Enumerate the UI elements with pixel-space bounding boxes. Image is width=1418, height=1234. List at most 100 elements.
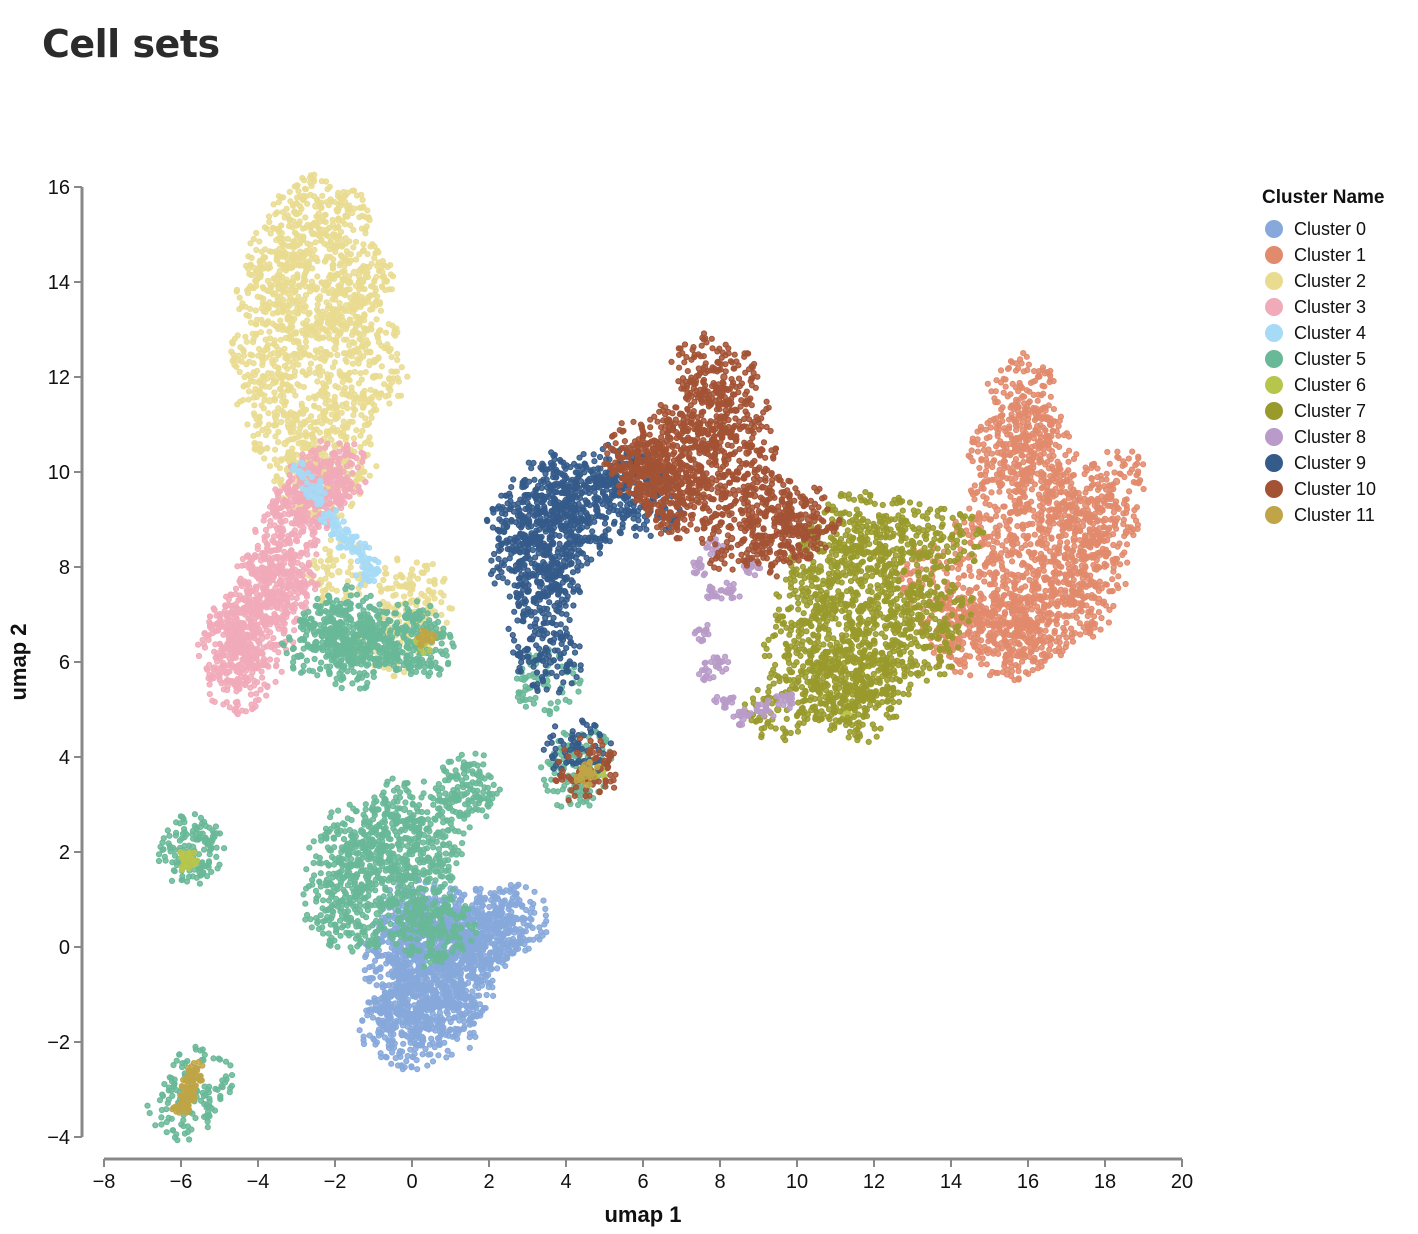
cluster-2-point — [343, 358, 350, 365]
cluster-1-point — [1014, 540, 1021, 547]
cluster-1-point — [1023, 423, 1030, 430]
cluster-1-point — [1012, 662, 1020, 669]
cluster-1-point — [1036, 502, 1044, 510]
cluster-2-point — [318, 236, 325, 243]
cluster-1-point — [1021, 400, 1028, 407]
cluster-1-point — [1047, 456, 1054, 463]
cluster-1-point — [1009, 601, 1016, 608]
cluster-1-point — [978, 471, 985, 478]
cluster-1-point — [1050, 406, 1058, 413]
cluster-2-point — [351, 340, 358, 347]
cluster-1-point — [1088, 495, 1095, 503]
cluster-1-point — [1025, 532, 1032, 540]
cluster-2-point — [266, 463, 273, 470]
cluster-1-point — [984, 533, 991, 541]
cluster-1-point — [1030, 595, 1037, 602]
cluster-0-point — [381, 989, 388, 996]
cluster-1-point — [1069, 588, 1076, 595]
cluster-0-point — [526, 922, 533, 929]
cluster-0-point — [432, 994, 439, 1001]
cluster-0-point — [476, 1009, 484, 1017]
cluster-1-point — [1074, 582, 1082, 589]
cluster-0-point — [376, 1019, 383, 1027]
cluster-1-point — [1001, 447, 1008, 454]
cluster-1-point — [1030, 624, 1037, 632]
cluster-2-point — [368, 409, 375, 416]
cluster-2-point — [282, 354, 289, 361]
cluster-1-point — [1038, 608, 1045, 615]
cluster-1-point — [983, 468, 990, 475]
cluster-1-point — [991, 476, 999, 483]
cluster-0-point — [382, 1053, 389, 1060]
cluster-1-point — [1038, 658, 1045, 665]
cluster-1-point — [987, 630, 994, 637]
cluster-1-point — [1052, 441, 1059, 448]
cluster-1-point — [998, 559, 1005, 566]
cluster-1-point — [1012, 384, 1019, 391]
cluster-1-point — [1000, 389, 1007, 396]
cluster-2-point — [316, 296, 323, 303]
cluster-1-point — [966, 653, 974, 660]
cluster-2-point — [285, 385, 292, 392]
cluster-1-point — [1095, 517, 1102, 524]
cluster-0-point — [461, 953, 468, 960]
cluster-1-point — [986, 636, 994, 643]
cluster-2-point — [259, 358, 266, 366]
cluster-2-point — [353, 256, 360, 263]
cluster-1-point — [981, 515, 988, 522]
cluster-1-point — [1080, 542, 1088, 549]
cluster-1-point — [1046, 524, 1053, 531]
cluster-0-point — [428, 1016, 435, 1023]
cluster-2-point — [302, 214, 309, 221]
cluster-2-point — [299, 236, 306, 243]
cluster-2-point — [310, 178, 318, 185]
cluster-2-point — [352, 238, 360, 245]
cluster-2-point — [289, 224, 296, 231]
cluster-1-point — [1130, 526, 1137, 533]
cluster-1-point — [997, 597, 1004, 605]
cluster-1-point — [1023, 353, 1030, 360]
cluster-1-point — [968, 572, 975, 580]
cluster-1-point — [1070, 537, 1078, 545]
cluster-0-point — [403, 1058, 410, 1065]
cluster-0-point — [439, 1029, 447, 1036]
cluster-1-point — [1003, 523, 1010, 530]
cluster-0-point — [373, 949, 380, 957]
cluster-2-point — [233, 286, 241, 293]
cluster-1-point — [1091, 613, 1098, 620]
cluster-0-point — [360, 1033, 367, 1040]
cluster-2-point — [295, 361, 302, 368]
cluster-2-point — [342, 198, 349, 205]
cluster-0-point — [515, 939, 522, 946]
cluster-0-point — [444, 1047, 451, 1054]
cluster-1-point — [1135, 479, 1143, 486]
cluster-1-point — [1061, 432, 1068, 439]
cluster-2-point — [318, 387, 325, 394]
cluster-0-point — [472, 885, 479, 893]
cluster-1-point — [1041, 576, 1049, 584]
cluster-0-point — [407, 981, 414, 988]
cluster-0-point — [540, 897, 547, 904]
cluster-2-point — [335, 316, 342, 323]
cluster-0-point — [470, 952, 477, 959]
cluster-2-point — [284, 365, 291, 372]
cluster-2-point — [330, 337, 337, 344]
cluster-2-point — [252, 371, 259, 378]
cluster-0-point — [451, 1014, 458, 1021]
cluster-1-point — [1055, 468, 1062, 476]
cluster-1-point — [1016, 379, 1023, 387]
cluster-1-point — [1097, 626, 1104, 633]
cluster-2-point — [329, 307, 336, 314]
cluster-1-point — [1029, 378, 1037, 385]
cluster-0-point — [462, 995, 469, 1002]
cluster-0-point — [443, 1008, 450, 1015]
cluster-1-point — [1061, 555, 1068, 562]
cluster-1-point — [1002, 601, 1009, 608]
cluster-0-point — [421, 970, 428, 977]
cluster-2-point — [330, 245, 337, 252]
cluster-2-point — [292, 392, 299, 399]
cluster-0-point — [466, 972, 473, 979]
cluster-0-point — [379, 984, 386, 991]
cluster-1-point — [974, 448, 982, 455]
cluster-0-point — [410, 968, 417, 975]
